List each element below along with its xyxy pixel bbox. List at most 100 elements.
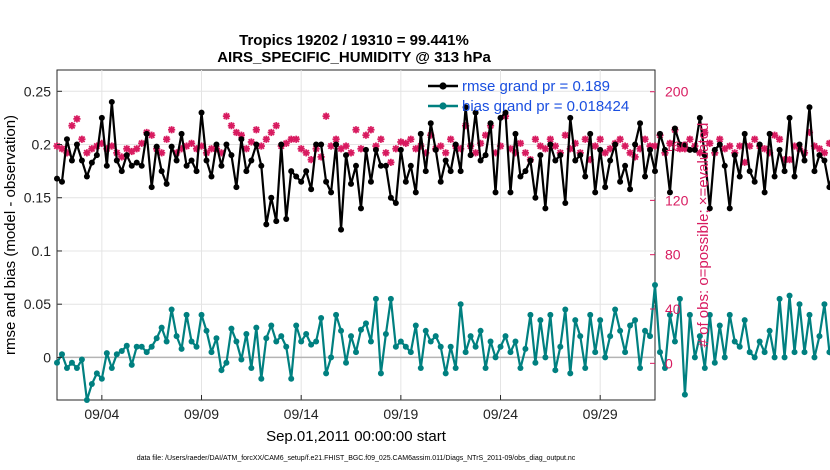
evaluated-obs-point xyxy=(751,135,759,143)
evaluated-obs-point xyxy=(73,115,81,123)
evaluated-obs-point xyxy=(377,135,385,143)
chart-title-line1: Tropics 19202 / 19310 = 99.441% xyxy=(239,32,469,49)
evaluated-obs-stroke xyxy=(287,135,295,143)
rmse-point xyxy=(592,189,599,196)
rmse-point xyxy=(716,141,723,148)
rmse-point xyxy=(632,141,639,148)
evaluated-obs-point xyxy=(447,135,455,143)
rmse-point xyxy=(417,130,424,137)
evaluated-obs-stroke xyxy=(118,153,126,161)
rmse-point xyxy=(78,157,85,164)
rmse-point xyxy=(701,152,708,159)
evaluated-obs-stroke xyxy=(387,159,395,166)
rmse-point xyxy=(437,178,444,185)
bias-point xyxy=(397,338,404,345)
evaluated-obs-stroke xyxy=(68,122,76,130)
evaluated-obs-stroke xyxy=(233,129,240,136)
bias-point xyxy=(781,354,788,361)
evaluated-obs-stroke xyxy=(392,145,400,153)
rmse-point xyxy=(587,130,594,137)
evaluated-obs-stroke xyxy=(776,135,783,143)
bias-point xyxy=(661,365,668,372)
rmse-point xyxy=(333,141,340,148)
bias-point xyxy=(343,359,350,366)
rmse-point xyxy=(288,168,295,175)
evaluated-obs-point xyxy=(387,158,395,166)
evaluated-obs-point xyxy=(516,139,525,147)
rmse-point xyxy=(457,168,464,175)
rmse-point xyxy=(751,178,758,185)
bias-point xyxy=(706,311,713,318)
bias-point xyxy=(243,331,250,337)
rmse-point xyxy=(816,152,823,159)
evaluated-obs-point xyxy=(407,135,415,143)
rmse-point xyxy=(422,168,429,175)
rmse-point xyxy=(452,141,459,148)
bias-point xyxy=(138,343,145,350)
rmse-point xyxy=(791,173,798,180)
rmse-point xyxy=(148,184,155,191)
evaluated-obs-stroke xyxy=(741,159,749,166)
evaluated-obs-stroke xyxy=(522,149,529,157)
rmse-point xyxy=(482,152,489,159)
evaluated-obs-stroke xyxy=(412,145,420,153)
evaluated-obs-stroke xyxy=(267,129,275,136)
bias-point xyxy=(731,338,738,345)
evaluated-obs-stroke xyxy=(297,145,305,153)
evaluated-obs-stroke xyxy=(706,139,714,147)
bias-point xyxy=(592,349,599,356)
rmse-point xyxy=(801,157,808,164)
bias-point xyxy=(462,349,469,356)
bias-point xyxy=(422,327,429,334)
evaluated-obs-stroke xyxy=(342,142,350,150)
bias-point xyxy=(542,354,549,361)
evaluated-obs-stroke xyxy=(248,138,255,146)
bias-point xyxy=(372,295,379,302)
rmse-point xyxy=(467,152,474,159)
bias-point xyxy=(477,327,484,334)
rmse-point xyxy=(746,168,753,175)
evaluated-obs-stroke xyxy=(307,156,315,163)
rmse-point xyxy=(188,157,195,164)
evaluated-obs-point xyxy=(706,139,714,147)
bias-point xyxy=(218,367,225,374)
evaluated-obs-point xyxy=(68,122,76,130)
bias-point xyxy=(771,354,778,361)
evaluated-obs-stroke xyxy=(327,142,335,150)
evaluated-obs-stroke xyxy=(337,145,345,153)
bias-point xyxy=(283,343,290,350)
evaluated-obs-stroke xyxy=(138,139,146,147)
right-tick-label: 80 xyxy=(665,247,681,263)
bias-point xyxy=(213,335,220,342)
rmse-point xyxy=(318,141,325,148)
bias-point xyxy=(612,306,619,313)
bias-point xyxy=(223,359,230,366)
bias-point xyxy=(427,338,434,345)
bias-point xyxy=(93,370,100,377)
bias-point xyxy=(288,375,295,382)
bias-point xyxy=(263,335,270,342)
legend: rmse grand pr = 0.189 bias grand pr = 0.… xyxy=(428,78,629,115)
bias-point xyxy=(308,341,315,348)
rmse-point xyxy=(248,157,255,164)
rmse-point xyxy=(412,189,419,196)
rmse-point xyxy=(597,146,604,153)
evaluated-obs-stroke xyxy=(437,142,445,150)
evaluated-obs-point xyxy=(601,149,609,157)
bias-point xyxy=(686,311,693,318)
bias-point xyxy=(572,317,579,324)
rmse-point xyxy=(68,157,75,164)
bias-point xyxy=(163,338,170,345)
rmse-point xyxy=(607,157,614,164)
rmse-point xyxy=(562,200,569,207)
rmse-point xyxy=(303,168,310,175)
bias-point xyxy=(193,343,200,350)
evaluated-obs-stroke xyxy=(621,142,629,150)
bias-point xyxy=(382,331,389,337)
evaluated-obs-point xyxy=(297,145,305,153)
x-tick-label: 09/24 xyxy=(483,406,518,422)
series-layer xyxy=(53,98,830,403)
rmse-point xyxy=(572,157,579,164)
rmse-point xyxy=(63,136,70,143)
